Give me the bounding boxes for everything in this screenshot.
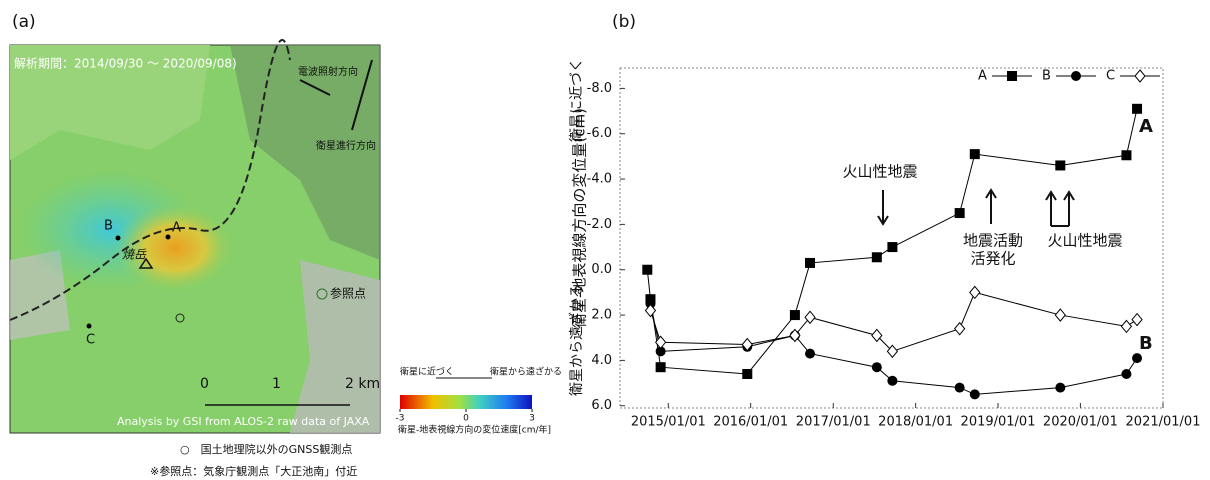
marker [1055, 382, 1066, 393]
annotation: 活発化 [970, 250, 1015, 268]
map-label: B [104, 219, 113, 234]
marker [642, 264, 653, 275]
marker [1132, 103, 1143, 114]
marker [1054, 308, 1066, 322]
y-tick-label: 2.0 [591, 308, 612, 323]
map-label: 電波照射方向 [298, 65, 358, 78]
legend-label: C [1106, 69, 1115, 84]
arrow-head [985, 188, 997, 199]
map-label: C [86, 333, 95, 348]
colorbar [400, 395, 532, 409]
marker [886, 344, 899, 359]
marker [644, 303, 657, 318]
marker [887, 375, 898, 386]
marker [804, 310, 816, 325]
marker [887, 242, 898, 253]
series-end-label: B [1139, 333, 1153, 354]
series-line [649, 291, 1138, 352]
marker [954, 208, 965, 219]
map-label: 参照点 [330, 286, 366, 301]
arrow-head [877, 215, 889, 226]
marker [742, 369, 753, 379]
series-end-label: A [1139, 116, 1153, 137]
annotation: 火山性地震 [842, 163, 917, 181]
map-label: 解析期間：2014/09/30 ～ 2020/09/08) [14, 57, 237, 71]
map [9, 39, 532, 434]
legend-marker [1071, 71, 1081, 81]
marker [1055, 160, 1066, 171]
legend-label: B [1042, 69, 1051, 84]
y-axis-label-top: 衛星に近づく [569, 58, 585, 142]
map-label: 衛星から遠ざかる [490, 366, 562, 378]
annotation: 火山性地震 [1047, 232, 1122, 250]
colorbar-tick-label: -3 [396, 414, 405, 424]
y-tick-label: -8.0 [587, 81, 612, 96]
marker [954, 321, 966, 336]
y-axis-label: 衛星-地表視線方向の変位量(cm) [571, 108, 589, 328]
panel-label: (b) [612, 12, 636, 32]
marker [1121, 150, 1132, 161]
marker [805, 348, 816, 359]
marker [954, 382, 965, 393]
x-tick-label: 2018/01/01 [878, 415, 953, 430]
x-tick-label: 2021/01/01 [1126, 415, 1201, 430]
marker [969, 389, 980, 400]
marker [1121, 369, 1132, 379]
marker [741, 337, 753, 352]
plot-frame [619, 67, 1164, 409]
x-tick-label: 2016/01/01 [713, 415, 788, 430]
map-label: 衛星に近づく [400, 366, 454, 378]
map-label: A [172, 221, 181, 236]
marker [805, 257, 816, 268]
x-tick-label: 2019/01/01 [961, 415, 1036, 430]
map-label: 0 [200, 376, 209, 392]
y-axis-label-bottom: 衛星から遠ざかる [568, 284, 585, 396]
marker [789, 310, 800, 321]
marker [1132, 353, 1143, 364]
x-tick-label: 2015/01/01 [631, 415, 706, 430]
colorbar-tick-label: 3 [529, 414, 535, 424]
annotation: 地震活動 [963, 232, 1023, 250]
series-line [649, 303, 1138, 395]
legend-marker [1134, 69, 1146, 83]
marker [1131, 312, 1143, 327]
marker [655, 346, 666, 357]
map-label: ○ 国土地理院以外のGNSS観測点 [180, 442, 352, 456]
panel-label: (a) [12, 12, 36, 32]
marker [969, 149, 980, 160]
y-tick-label: -6.0 [587, 126, 612, 141]
y-tick-label: 4.0 [591, 353, 612, 368]
marker [654, 335, 667, 350]
map-label: ※参照点：気象庁観測点「大正池南」付近 [150, 464, 357, 478]
arrow-head [1063, 190, 1075, 201]
legend-label: A [978, 69, 987, 84]
map-label: Analysis by GSI from ALOS-2 raw data of … [117, 415, 370, 428]
y-tick-label: 6.0 [591, 398, 612, 413]
marker [645, 298, 656, 309]
map-label: 衛星進行方向 [316, 139, 376, 152]
marker [871, 328, 883, 343]
marker [969, 285, 981, 300]
arrow-head [1045, 190, 1057, 201]
marker [655, 362, 666, 373]
y-tick-label: -4.0 [587, 172, 612, 187]
marker [1120, 319, 1133, 334]
map-label: 1 [272, 376, 281, 392]
map-label: 焼岳 [122, 248, 147, 262]
marker [871, 362, 882, 373]
x-tick-label: 2017/01/01 [796, 415, 871, 430]
legend-marker [1007, 71, 1017, 81]
marker [871, 252, 882, 263]
y-tick-label: 0.0 [591, 262, 612, 277]
x-tick-label: 2020/01/01 [1043, 415, 1118, 430]
marker [789, 328, 801, 343]
y-tick-label: -2.0 [587, 217, 612, 232]
map-label: 衛星-地表視線方向の変位速度[cm/年] [398, 424, 551, 436]
colorbar-tick-label: 0 [463, 414, 469, 424]
map-label: 2 km [345, 376, 380, 392]
